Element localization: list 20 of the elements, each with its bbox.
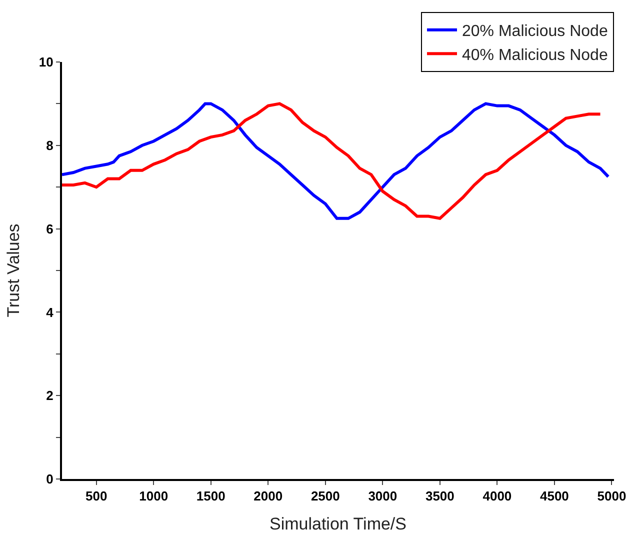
x-tick-label: 3500 — [425, 488, 454, 504]
x-tick-label: 2000 — [254, 488, 283, 504]
x-axis-title: Simulation Time/S — [270, 514, 406, 534]
x-tick-label: 4000 — [482, 488, 512, 504]
x-tick-label: 5000 — [597, 488, 626, 504]
x-tick-label: 1500 — [196, 488, 226, 504]
x-tick-label: 4500 — [540, 488, 569, 504]
x-tick-label: 500 — [86, 488, 108, 504]
y-tick-label: 4 — [46, 304, 54, 320]
legend-label: 40% Malicious Node — [462, 46, 608, 64]
x-tick-label: 1000 — [139, 488, 168, 504]
y-axis-title: Trust Values — [4, 224, 23, 318]
y-tick-label: 10 — [38, 54, 54, 70]
y-tick-label: 0 — [46, 472, 54, 487]
legend-label: 20% Malicious Node — [462, 23, 608, 40]
x-tick-label: 3000 — [368, 488, 398, 504]
y-tick-label: 6 — [46, 221, 54, 236]
x-tick-label: 2500 — [310, 488, 340, 504]
y-tick-label: 2 — [46, 388, 54, 404]
y-tick-label: 8 — [46, 138, 54, 153]
